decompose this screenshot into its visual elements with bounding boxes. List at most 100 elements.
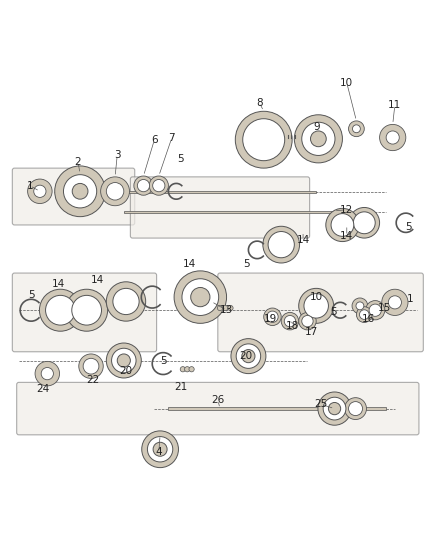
Circle shape <box>106 343 141 378</box>
Polygon shape <box>124 211 342 213</box>
Text: 20: 20 <box>119 366 132 376</box>
Text: 17: 17 <box>305 327 319 337</box>
Circle shape <box>112 348 136 373</box>
Circle shape <box>242 350 255 362</box>
Circle shape <box>294 115 342 163</box>
Circle shape <box>28 179 52 204</box>
Circle shape <box>46 295 75 325</box>
Circle shape <box>382 289 408 316</box>
Circle shape <box>243 119 285 160</box>
Text: 19: 19 <box>264 314 277 324</box>
Circle shape <box>353 212 375 233</box>
Circle shape <box>326 208 359 241</box>
Circle shape <box>281 312 299 330</box>
Circle shape <box>72 295 102 325</box>
Text: 7: 7 <box>169 133 175 142</box>
Circle shape <box>356 302 364 310</box>
Circle shape <box>349 207 380 238</box>
Circle shape <box>268 231 294 258</box>
Text: 14: 14 <box>91 274 104 285</box>
Circle shape <box>134 176 153 195</box>
Circle shape <box>328 402 341 415</box>
Circle shape <box>299 288 334 324</box>
Circle shape <box>153 180 165 192</box>
Circle shape <box>331 214 354 236</box>
Circle shape <box>149 176 169 195</box>
Circle shape <box>356 306 372 322</box>
Text: 25: 25 <box>314 399 327 409</box>
Circle shape <box>117 354 130 367</box>
Circle shape <box>311 131 326 147</box>
Circle shape <box>106 282 146 321</box>
Circle shape <box>304 294 328 318</box>
Circle shape <box>323 397 346 420</box>
Text: 14: 14 <box>51 279 65 289</box>
Circle shape <box>41 367 53 379</box>
Text: 5: 5 <box>177 155 184 164</box>
Text: 10: 10 <box>340 78 353 88</box>
Circle shape <box>236 344 260 368</box>
Text: 5: 5 <box>243 260 249 269</box>
Polygon shape <box>168 407 386 410</box>
Circle shape <box>83 358 99 374</box>
Text: 9: 9 <box>313 122 319 132</box>
Circle shape <box>231 338 266 374</box>
Text: 5: 5 <box>330 308 337 318</box>
Circle shape <box>299 312 316 330</box>
Circle shape <box>263 227 300 263</box>
Circle shape <box>217 305 223 311</box>
Text: 14: 14 <box>297 235 310 245</box>
Circle shape <box>352 125 360 133</box>
Circle shape <box>380 124 406 151</box>
FancyBboxPatch shape <box>130 177 310 238</box>
Circle shape <box>153 442 167 456</box>
Text: 16: 16 <box>362 314 375 324</box>
Circle shape <box>345 398 367 419</box>
Circle shape <box>191 287 210 306</box>
Circle shape <box>369 304 381 317</box>
Circle shape <box>55 166 106 216</box>
Text: 13: 13 <box>220 305 233 315</box>
Text: 11: 11 <box>388 100 402 110</box>
Circle shape <box>106 183 124 200</box>
Text: 4: 4 <box>155 447 162 457</box>
Circle shape <box>147 437 173 462</box>
Text: 14: 14 <box>340 231 353 241</box>
Circle shape <box>66 289 108 331</box>
Circle shape <box>137 180 150 192</box>
Circle shape <box>264 308 281 326</box>
Circle shape <box>35 361 59 386</box>
Circle shape <box>267 311 278 322</box>
Text: 1: 1 <box>26 181 33 191</box>
FancyBboxPatch shape <box>218 273 423 352</box>
Circle shape <box>389 296 401 309</box>
FancyBboxPatch shape <box>12 273 157 352</box>
Text: 2: 2 <box>75 157 81 167</box>
Circle shape <box>79 354 103 378</box>
Text: 15: 15 <box>378 303 391 313</box>
Circle shape <box>40 289 81 331</box>
Text: 26: 26 <box>211 395 224 405</box>
Text: 24: 24 <box>36 384 50 394</box>
Text: 20: 20 <box>240 351 253 361</box>
Circle shape <box>228 305 233 311</box>
Circle shape <box>63 175 97 208</box>
Circle shape <box>302 122 335 156</box>
Text: 5: 5 <box>405 222 411 232</box>
Circle shape <box>386 131 399 144</box>
Circle shape <box>113 288 139 314</box>
Circle shape <box>185 367 190 372</box>
Circle shape <box>348 401 363 416</box>
Circle shape <box>359 310 369 319</box>
Circle shape <box>189 367 194 372</box>
Circle shape <box>318 392 351 425</box>
Text: 3: 3 <box>114 150 121 160</box>
Circle shape <box>101 177 129 206</box>
Text: 1: 1 <box>407 294 414 304</box>
Circle shape <box>223 305 228 311</box>
Polygon shape <box>58 191 316 193</box>
Text: 10: 10 <box>310 292 323 302</box>
Circle shape <box>174 271 227 324</box>
FancyBboxPatch shape <box>17 382 419 435</box>
Text: 5: 5 <box>160 356 166 366</box>
